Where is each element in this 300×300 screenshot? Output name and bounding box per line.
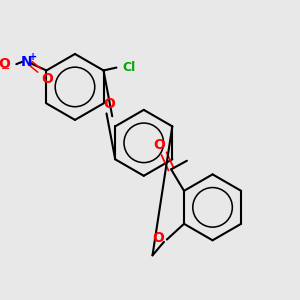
Text: O: O — [42, 72, 53, 86]
Text: O: O — [154, 138, 166, 152]
Text: O: O — [0, 57, 11, 71]
Text: Cl: Cl — [122, 61, 135, 74]
Text: O: O — [152, 231, 164, 245]
Text: +: + — [29, 52, 38, 62]
Text: O: O — [103, 98, 115, 111]
Text: N: N — [20, 55, 32, 69]
Text: −: − — [1, 64, 10, 74]
